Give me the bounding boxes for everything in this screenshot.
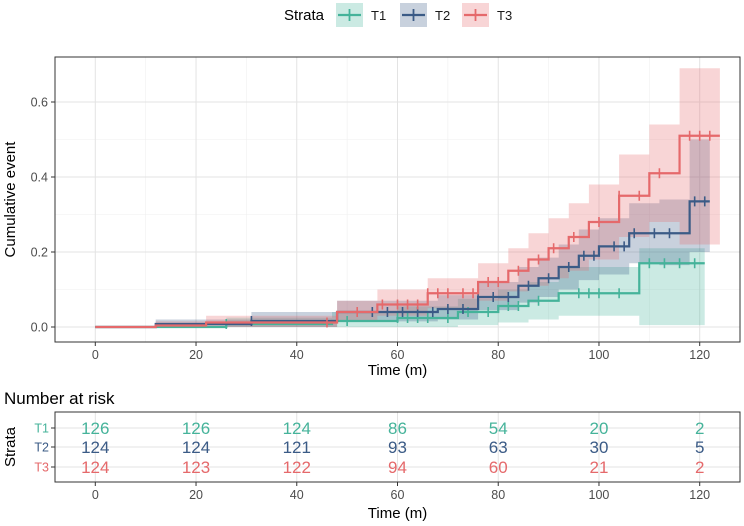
legend-key-t1	[336, 3, 363, 27]
legend-title: Strata	[284, 7, 325, 24]
risk-x-axis-title: Time (m)	[368, 505, 427, 522]
band-t3	[95, 68, 720, 328]
y-axis-title: Cumulative event	[2, 141, 19, 258]
x-tick-label: 80	[491, 348, 505, 362]
risk-count: 2	[695, 458, 704, 477]
risk-count: 21	[590, 458, 609, 477]
risk-x-tick-label: 0	[92, 488, 99, 502]
x-tick-label: 120	[689, 348, 710, 362]
risk-x-tick-label: 120	[689, 488, 710, 502]
risk-count: 2	[695, 419, 704, 438]
risk-count: 126	[81, 419, 109, 438]
legend-label-t1: T1	[371, 8, 386, 23]
risk-x-tick-label: 100	[589, 488, 610, 502]
risk-count: 121	[283, 438, 311, 457]
line-t2	[95, 200, 710, 329]
legend-label-t2: T2	[435, 8, 450, 23]
risk-table-title: Number at risk	[4, 389, 115, 408]
risk-strata-label-t1: T1	[34, 422, 49, 436]
risk-count: 126	[182, 419, 210, 438]
series-lines	[95, 130, 720, 329]
y-tick-label: 0.4	[31, 171, 48, 185]
risk-x-tick-label: 40	[290, 488, 304, 502]
band-t2	[95, 139, 710, 327]
risk-count: 93	[388, 438, 407, 457]
x-tick-label: 40	[290, 348, 304, 362]
y-tick-label: 0.2	[31, 246, 48, 260]
confidence-bands	[95, 68, 720, 328]
risk-count: 30	[590, 438, 609, 457]
x-tick-label: 0	[92, 348, 99, 362]
risk-count: 86	[388, 419, 407, 438]
risk-y-axis-title: Strata	[2, 426, 19, 467]
y-tick-label: 0.0	[31, 321, 48, 335]
x-tick-label: 100	[589, 348, 610, 362]
risk-count: 124	[81, 458, 109, 477]
risk-count: 123	[182, 458, 210, 477]
risk-count: 5	[695, 438, 704, 457]
risk-count: 60	[489, 458, 508, 477]
legend-key-t2	[400, 3, 427, 27]
risk-x-tick-label: 60	[391, 488, 405, 502]
risk-strata-label-t2: T2	[34, 441, 49, 455]
risk-count: 63	[489, 438, 508, 457]
legend-label-t3: T3	[497, 8, 512, 23]
band-t1	[95, 248, 705, 327]
risk-x-tick-label: 20	[189, 488, 203, 502]
line-t1	[95, 262, 705, 329]
grid	[55, 57, 740, 342]
x-tick-label: 20	[189, 348, 203, 362]
risk-count: 54	[489, 419, 508, 438]
x-tick-label: 60	[391, 348, 405, 362]
risk-x-tick-label: 80	[491, 488, 505, 502]
x-axis-title: Time (m)	[368, 362, 427, 379]
risk-count: 122	[283, 458, 311, 477]
risk-count: 124	[81, 438, 109, 457]
y-tick-label: 0.6	[31, 96, 48, 110]
risk-count: 124	[283, 419, 311, 438]
legend-key-t3	[462, 3, 489, 27]
axes: 0 20 40 60 80 100 120 0.0 0.2 0.4 0.6 Time (m) Cumul…	[2, 96, 710, 380]
risk-count: 124	[182, 438, 210, 457]
risk-count: 20	[590, 419, 609, 438]
risk-count: 94	[388, 458, 407, 477]
risk-table-grid	[55, 412, 740, 482]
risk-strata-label-t3: T3	[34, 461, 49, 475]
risk-table-axes: 0 20 40 60 80 100 120 Time (m) Strata	[2, 426, 710, 522]
legend: Strata T1 T2 T3	[284, 3, 512, 27]
